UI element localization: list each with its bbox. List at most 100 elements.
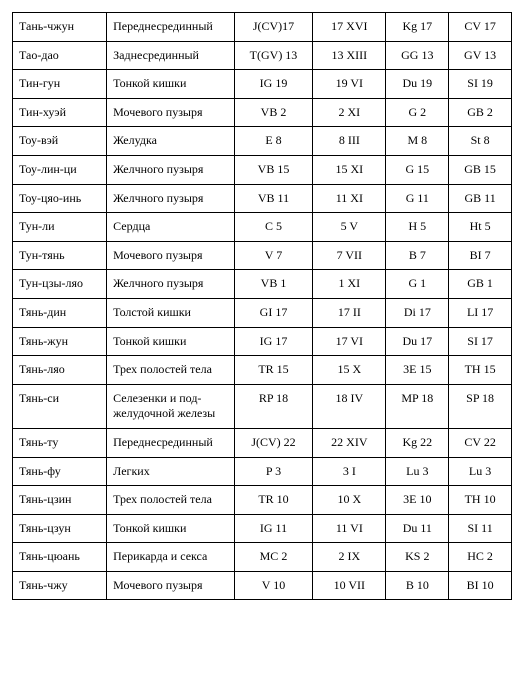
table-cell: IG 19: [234, 70, 312, 99]
table-cell: Тянь-жун: [13, 327, 107, 356]
table-row: Тянь-фуЛегкихP 33 ILu 3Lu 3: [13, 457, 512, 486]
table-cell: SI 19: [449, 70, 512, 99]
table-cell: Тянь-ляо: [13, 356, 107, 385]
table-cell: SP 18: [449, 384, 512, 428]
table-row: Тао-даоЗаднесрединныйT(GV) 1313 XIIIGG 1…: [13, 41, 512, 70]
table-cell: Kg 22: [386, 428, 449, 457]
table-cell: Тянь-дин: [13, 298, 107, 327]
table-cell: TR 10: [234, 486, 312, 515]
table-cell: Di 17: [386, 298, 449, 327]
table-cell: Толстой кишки: [107, 298, 235, 327]
table-cell: 8 III: [313, 127, 386, 156]
table-cell: Желчного пузыря: [107, 270, 235, 299]
table-cell: LI 17: [449, 298, 512, 327]
table-cell: B 7: [386, 241, 449, 270]
table-row: Тянь-ляоТрех полостей телаTR 1515 X3E 15…: [13, 356, 512, 385]
table-cell: Трех полостей тела: [107, 486, 235, 515]
table-cell: BI 7: [449, 241, 512, 270]
table-cell: C 5: [234, 213, 312, 242]
table-cell: Тин-хуэй: [13, 98, 107, 127]
table-cell: Тянь-цюань: [13, 543, 107, 572]
table-cell: Селезенки и под­желудочной железы: [107, 384, 235, 428]
table-cell: 2 IX: [313, 543, 386, 572]
table-cell: P 3: [234, 457, 312, 486]
table-cell: Тянь-фу: [13, 457, 107, 486]
table-cell: GG 13: [386, 41, 449, 70]
table-cell: M 8: [386, 127, 449, 156]
table-cell: Тонкой кишки: [107, 70, 235, 99]
table-row: Тоу-лин-циЖелчного пузыряVB 1515 XIG 15G…: [13, 155, 512, 184]
table-cell: GB 2: [449, 98, 512, 127]
table-cell: G 2: [386, 98, 449, 127]
table-cell: Тао-дао: [13, 41, 107, 70]
table-cell: CV 17: [449, 13, 512, 42]
table-cell: Трех полостей тела: [107, 356, 235, 385]
table-cell: GB 15: [449, 155, 512, 184]
table-row: Тянь-жунТонкой кишкиIG 1717 VIDu 17SI 17: [13, 327, 512, 356]
table-cell: VB 11: [234, 184, 312, 213]
table-row: Тун-тяньМочевого пузыряV 77 VIIB 7BI 7: [13, 241, 512, 270]
table-cell: 3E 10: [386, 486, 449, 515]
table-cell: Тун-цзы-ляо: [13, 270, 107, 299]
table-cell: Желудка: [107, 127, 235, 156]
table-cell: Тань-чжун: [13, 13, 107, 42]
table-cell: G 1: [386, 270, 449, 299]
table-cell: Lu 3: [449, 457, 512, 486]
table-cell: Мочевого пузыря: [107, 571, 235, 600]
table-cell: H 5: [386, 213, 449, 242]
table-row: Тянь-туПереднесредин­ныйJ(CV) 2222 XIVKg…: [13, 428, 512, 457]
table-cell: Lu 3: [386, 457, 449, 486]
table-cell: VB 1: [234, 270, 312, 299]
table-cell: 22 XIV: [313, 428, 386, 457]
table-cell: 5 V: [313, 213, 386, 242]
table-cell: 17 XVI: [313, 13, 386, 42]
acupoint-table: Тань-чжунПереднесредин­ныйJ(CV)1717 XVIK…: [12, 12, 512, 600]
table-cell: 17 II: [313, 298, 386, 327]
table-cell: St 8: [449, 127, 512, 156]
table-cell: HC 2: [449, 543, 512, 572]
table-cell: Du 17: [386, 327, 449, 356]
table-row: Тянь-сиСелезенки и под­желудочной железы…: [13, 384, 512, 428]
table-cell: J(CV) 22: [234, 428, 312, 457]
table-row: Тань-чжунПереднесредин­ныйJ(CV)1717 XVIK…: [13, 13, 512, 42]
table-cell: Желчного пузыря: [107, 155, 235, 184]
table-cell: V 10: [234, 571, 312, 600]
table-row: Тин-гунТонкой кишкиIG 1919 VIDu 19SI 19: [13, 70, 512, 99]
table-cell: T(GV) 13: [234, 41, 312, 70]
table-row: Тянь-цзинТрех полостей телаTR 1010 X3E 1…: [13, 486, 512, 515]
table-cell: Мочевого пузыря: [107, 241, 235, 270]
table-cell: RP 18: [234, 384, 312, 428]
table-cell: Тянь-ту: [13, 428, 107, 457]
table-cell: 1 XI: [313, 270, 386, 299]
table-cell: GB 1: [449, 270, 512, 299]
table-cell: E 8: [234, 127, 312, 156]
table-cell: Тин-гун: [13, 70, 107, 99]
table-cell: Перикарда и секса: [107, 543, 235, 572]
table-cell: Заднесрединный: [107, 41, 235, 70]
table-cell: CV 22: [449, 428, 512, 457]
table-row: Тянь-динТолстой кишкиGI 1717 IIDi 17LI 1…: [13, 298, 512, 327]
table-cell: Тонкой кишки: [107, 327, 235, 356]
table-cell: TH 15: [449, 356, 512, 385]
table-cell: Мочевого пузыря: [107, 98, 235, 127]
table-cell: 13 XIII: [313, 41, 386, 70]
table-cell: Тянь-си: [13, 384, 107, 428]
table-cell: 11 VI: [313, 514, 386, 543]
table-cell: Тун-тянь: [13, 241, 107, 270]
table-cell: B 10: [386, 571, 449, 600]
table-cell: 18 IV: [313, 384, 386, 428]
table-row: Тин-хуэйМочевого пузыряVB 22 XIG 2GB 2: [13, 98, 512, 127]
table-cell: SI 11: [449, 514, 512, 543]
table-cell: GI 17: [234, 298, 312, 327]
table-cell: 10 X: [313, 486, 386, 515]
table-cell: VB 15: [234, 155, 312, 184]
table-cell: Du 11: [386, 514, 449, 543]
table-cell: 11 XI: [313, 184, 386, 213]
table-cell: 17 VI: [313, 327, 386, 356]
table-cell: Тянь-цзун: [13, 514, 107, 543]
table-cell: V 7: [234, 241, 312, 270]
table-cell: GV 13: [449, 41, 512, 70]
table-cell: 2 XI: [313, 98, 386, 127]
table-row: Тун-цзы-ляоЖелчного пузыряVB 11 XIG 1GB …: [13, 270, 512, 299]
table-cell: BI 10: [449, 571, 512, 600]
